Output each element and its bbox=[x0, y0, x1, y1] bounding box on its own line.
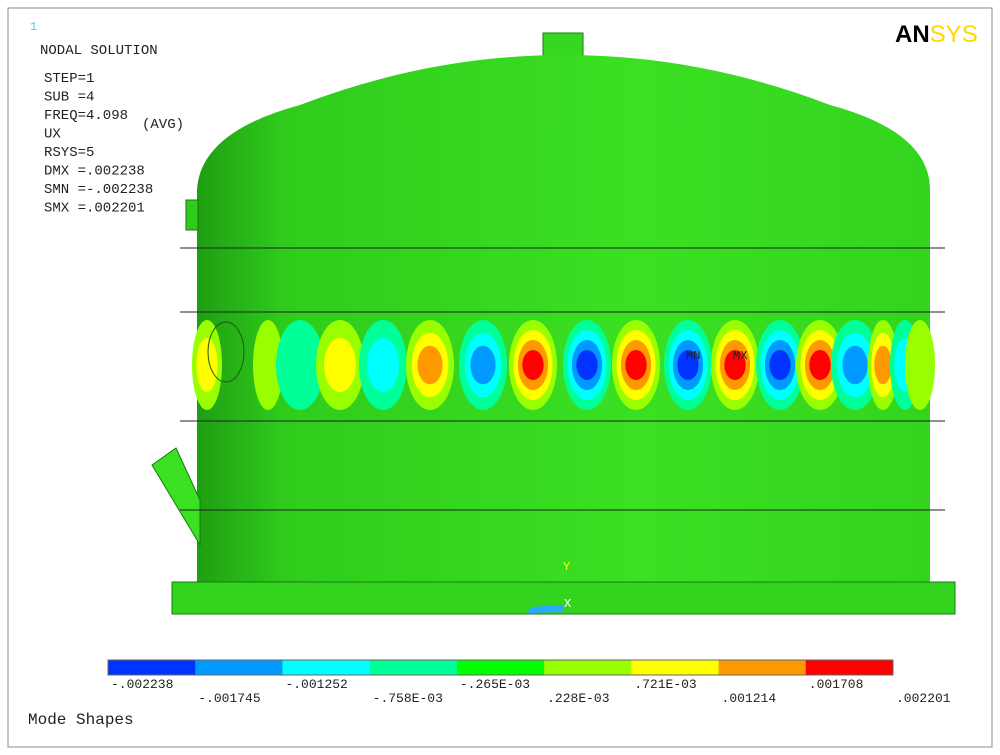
base-plate bbox=[171, 581, 956, 615]
info-line: FREQ=4.098 bbox=[44, 108, 128, 124]
logo: ANSYS bbox=[895, 21, 978, 48]
section-lines bbox=[180, 247, 945, 511]
contour-band bbox=[192, 320, 935, 410]
contour-blob bbox=[905, 320, 935, 410]
legend-swatch bbox=[631, 660, 720, 675]
legend-swatch bbox=[369, 660, 458, 675]
y-axis-label: Y bbox=[563, 560, 570, 574]
vessel bbox=[151, 32, 956, 615]
contour-blob bbox=[367, 338, 399, 392]
manway bbox=[207, 321, 245, 383]
contour-blob bbox=[874, 345, 892, 385]
contour-blob bbox=[769, 350, 791, 380]
contour-blob bbox=[470, 345, 496, 385]
contour-blob bbox=[276, 320, 324, 410]
max-marker: MX bbox=[733, 349, 747, 363]
contour-blob bbox=[576, 350, 598, 380]
triad bbox=[528, 605, 563, 613]
legend-swatch bbox=[718, 660, 807, 675]
legend-label: -.265E-03 bbox=[460, 677, 530, 692]
legend-label: .228E-03 bbox=[547, 691, 609, 706]
footer-title: Mode Shapes bbox=[28, 711, 134, 729]
legend-label: .002201 bbox=[896, 691, 951, 706]
info-line: UX bbox=[44, 127, 61, 143]
info-line: RSYS=5 bbox=[44, 145, 94, 161]
legend-swatch bbox=[282, 660, 371, 675]
logo-right: SYS bbox=[930, 21, 978, 48]
contour-blob bbox=[417, 345, 443, 385]
legend-swatch bbox=[805, 660, 894, 675]
contour-blob bbox=[724, 350, 746, 380]
info-line: STEP=1 bbox=[44, 71, 94, 87]
contour-blob bbox=[196, 338, 218, 392]
window-label: 1 bbox=[30, 20, 37, 34]
info-line: SMN =-.002238 bbox=[44, 182, 153, 198]
contour-blob bbox=[842, 345, 868, 385]
contour-blob bbox=[677, 350, 699, 380]
logo-left: AN bbox=[895, 21, 930, 48]
contour-blob bbox=[522, 350, 544, 380]
min-marker: MN bbox=[686, 349, 700, 363]
legend-label: .001708 bbox=[809, 677, 864, 692]
info-block: NODAL SOLUTION STEP=1 SUB =4 FREQ=4.098 UX (A… bbox=[40, 43, 184, 217]
legend-border bbox=[107, 659, 894, 676]
info-line: NODAL SOLUTION bbox=[40, 43, 158, 59]
info-line: DMX =.002238 bbox=[44, 164, 145, 180]
contour-blob bbox=[324, 338, 356, 392]
legend-label: -.758E-03 bbox=[373, 691, 443, 706]
side-nozzle bbox=[185, 199, 199, 231]
slanted-pipe bbox=[151, 447, 201, 547]
legend: -.002238 -.001745 -.001252 -.758E-03 -.265E-… bbox=[107, 659, 951, 706]
legend-swatch bbox=[108, 660, 196, 675]
legend-label: .721E-03 bbox=[634, 677, 696, 692]
legend-label: -.001745 bbox=[198, 691, 260, 706]
contour-blob bbox=[253, 320, 283, 410]
legend-label: -.002238 bbox=[111, 677, 173, 692]
top-nozzle bbox=[542, 32, 584, 58]
x-axis-label: X bbox=[564, 597, 571, 611]
info-line: (AVG) bbox=[142, 117, 184, 133]
contour-blob bbox=[625, 350, 647, 380]
contour-blob bbox=[809, 350, 831, 380]
shell bbox=[197, 55, 930, 590]
legend-label: -.001252 bbox=[285, 677, 347, 692]
info-line: SMX =.002201 bbox=[44, 201, 145, 217]
legend-label: .001214 bbox=[722, 691, 777, 706]
legend-swatch bbox=[195, 660, 283, 675]
legend-swatch bbox=[456, 660, 545, 675]
legend-swatch bbox=[544, 660, 632, 675]
info-line: SUB =4 bbox=[44, 90, 94, 106]
